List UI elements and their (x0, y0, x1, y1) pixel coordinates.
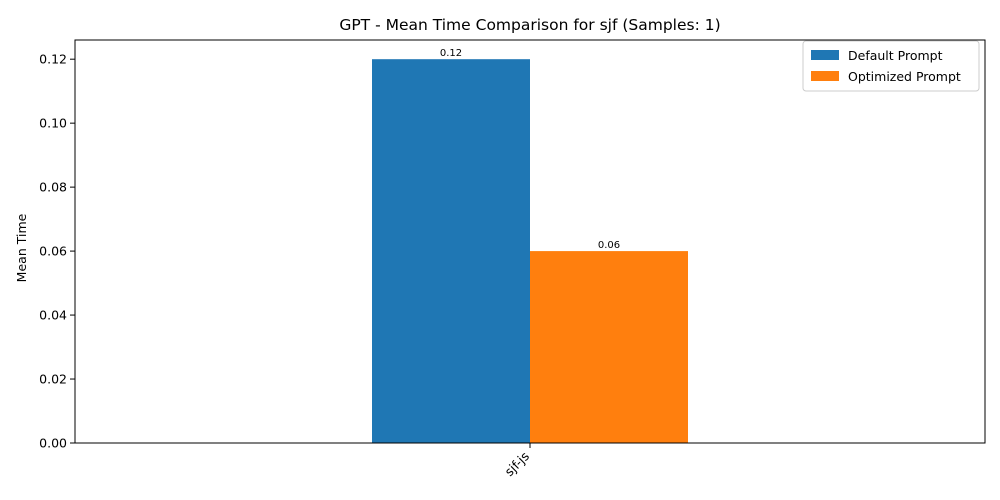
legend-swatch (811, 50, 839, 60)
legend-swatch (811, 71, 839, 81)
legend-entry: Optimized Prompt (848, 69, 961, 84)
y-tick-label: 0.02 (39, 372, 67, 387)
data-label: 0.12 (440, 48, 462, 59)
y-tick-label: 0.12 (39, 52, 67, 67)
bar-optimized-prompt (530, 251, 688, 443)
legend-entry: Default Prompt (848, 48, 943, 63)
y-tick-label: 0.00 (39, 436, 67, 451)
axes-frame (74, 39, 986, 444)
y-tick-label: 0.06 (39, 244, 67, 259)
legend: Default Prompt Optimized Prompt (802, 40, 980, 92)
y-tick-label: 0.08 (39, 180, 67, 195)
bar-default-prompt (372, 59, 530, 443)
y-tick-label: 0.04 (39, 308, 67, 323)
data-label: 0.06 (598, 240, 620, 251)
chart-title: GPT - Mean Time Comparison for sjf (Samp… (339, 16, 720, 34)
y-tick-label: 0.10 (39, 116, 67, 131)
legend-box (802, 40, 980, 92)
plot-area: 0.12 0.06 sjf-js 0.00 0.02 0.04 0.06 0.08 0.10 0.… (39, 39, 986, 480)
y-axis-label: Mean Time (14, 213, 29, 282)
x-tick-label: sjf-js (502, 449, 533, 480)
